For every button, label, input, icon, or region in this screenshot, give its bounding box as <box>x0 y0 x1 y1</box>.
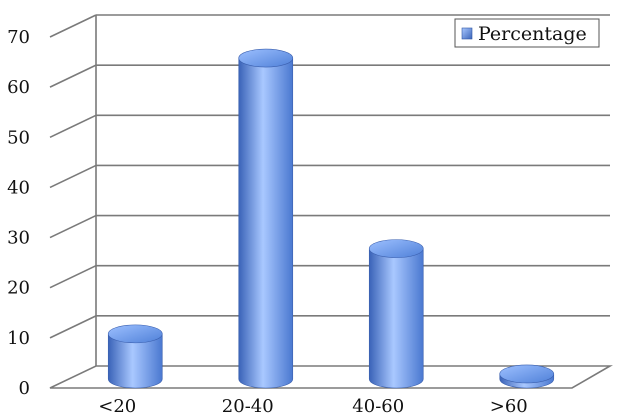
legend-box <box>454 18 600 48</box>
gridline-depth <box>49 114 97 139</box>
y-tick-label: 20 <box>7 278 30 299</box>
bar-body <box>107 333 163 389</box>
y-tick-label: 0 <box>19 378 30 399</box>
x-category-label: 40-60 <box>352 396 404 417</box>
y-axis-tick-labels: 0 10 20 30 40 50 60 70 <box>7 27 30 399</box>
y-tick-label: 50 <box>7 127 30 148</box>
gridline-depth <box>49 264 97 289</box>
y-tick-label: 30 <box>7 228 30 249</box>
bars <box>107 48 555 389</box>
legend-swatch <box>461 27 473 40</box>
gridline-depth <box>49 64 97 88</box>
bar <box>499 364 555 389</box>
bar-top <box>499 364 555 384</box>
x-category-label: >60 <box>490 396 528 417</box>
y-tick-label: 10 <box>7 328 30 349</box>
bar <box>107 324 163 389</box>
gridline-depth <box>49 14 97 38</box>
gridline-depth <box>49 164 97 189</box>
legend-label: Percentage <box>478 23 587 45</box>
gridline-depth <box>49 315 97 339</box>
x-axis-category-labels: <20 20-40 40-60 >60 <box>98 396 528 417</box>
x-category-label: <20 <box>98 396 136 417</box>
bar <box>368 239 424 389</box>
y-tick-label: 70 <box>7 27 30 48</box>
bar-top <box>238 48 294 68</box>
y-tick-label: 40 <box>7 177 30 198</box>
gridlines <box>49 14 610 366</box>
x-category-label: 20-40 <box>222 396 274 417</box>
bar <box>238 48 294 389</box>
y-tick-label: 60 <box>7 77 30 98</box>
bar-body <box>368 248 424 389</box>
legend: Percentage <box>454 18 600 48</box>
gridline-depth <box>49 214 97 239</box>
bar-body <box>238 57 294 389</box>
bar-top <box>368 239 424 258</box>
bar-top <box>107 324 163 344</box>
